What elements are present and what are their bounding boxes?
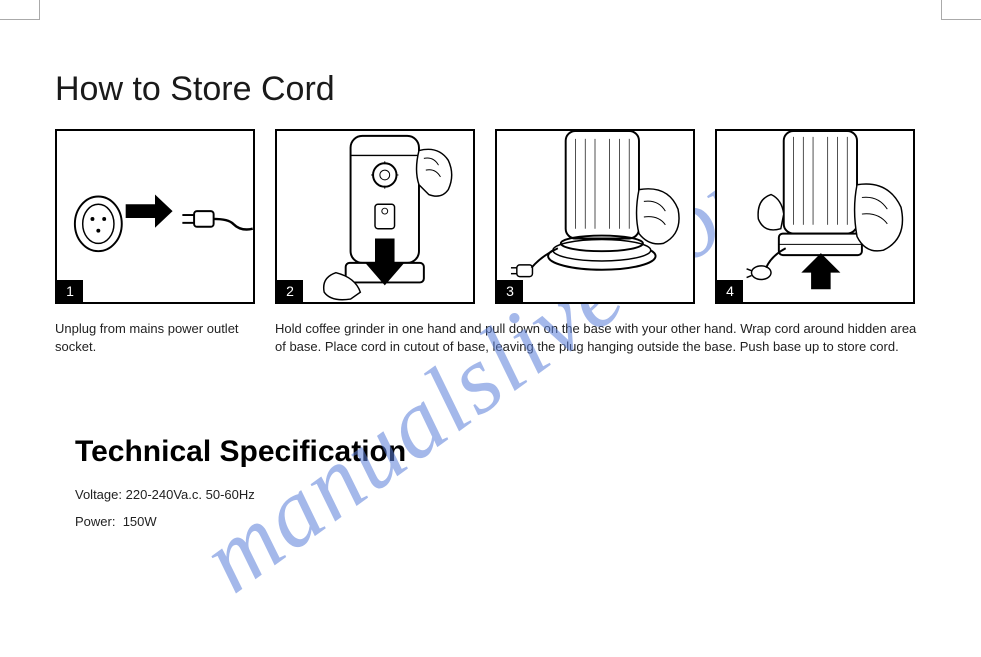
step-figure-3: 3 <box>495 129 695 304</box>
manual-page: How to Store Cord 1 <box>0 0 981 529</box>
caption-step-1: Unplug from mains power outlet socket. <box>55 320 255 355</box>
captions-row: Unplug from mains power outlet socket. H… <box>55 320 926 355</box>
step-figures-row: 1 <box>55 129 926 304</box>
crop-mark-top-left <box>0 0 40 20</box>
step-number-2: 2 <box>277 280 303 302</box>
step-number-3: 3 <box>497 280 523 302</box>
voltage-line: Voltage: 220-240Va.c. 50-60Hz <box>75 487 926 502</box>
step-number-4: 4 <box>717 280 743 302</box>
step-figure-4: 4 <box>715 129 915 304</box>
tech-spec-heading: Technical Specification <box>75 435 926 469</box>
push-base-illustration <box>717 131 913 302</box>
step-number-1: 1 <box>57 280 83 302</box>
caption-steps-2-3-4: Hold coffee grinder in one hand and pull… <box>275 320 926 355</box>
technical-specification-section: Technical Specification Voltage: 220-240… <box>55 435 926 529</box>
power-line: Power: 150W <box>75 514 926 529</box>
crop-mark-top-right <box>941 0 981 20</box>
voltage-label: Voltage: <box>75 487 122 502</box>
pull-base-illustration <box>277 131 473 302</box>
power-value: 150W <box>123 514 157 529</box>
power-label: Power: <box>75 514 115 529</box>
unplug-illustration <box>57 131 253 302</box>
step-figure-2: 2 <box>275 129 475 304</box>
page-title: How to Store Cord <box>55 70 926 109</box>
step-figure-1: 1 <box>55 129 255 304</box>
voltage-value: 220-240Va.c. 50-60Hz <box>126 487 255 502</box>
wrap-cord-illustration <box>497 131 693 302</box>
